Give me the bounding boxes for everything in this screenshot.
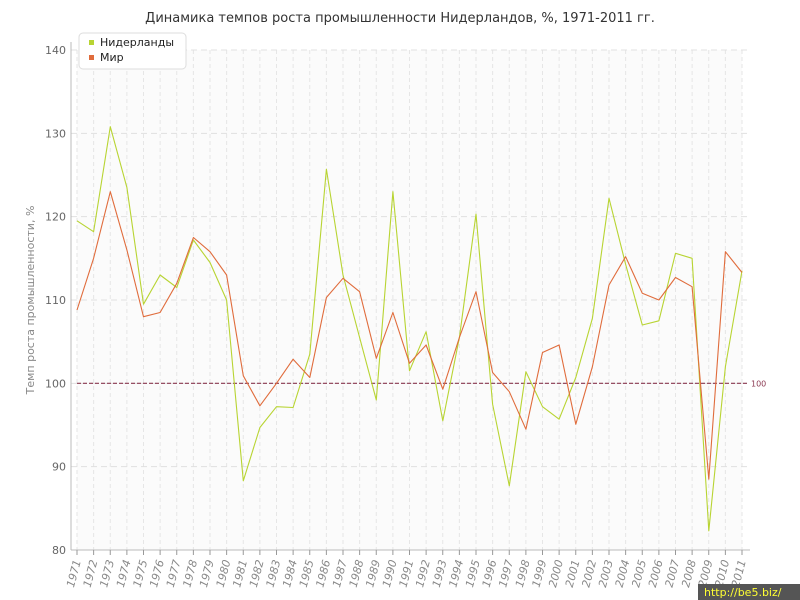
watermark-background [698, 584, 800, 600]
watermark: http://be5.biz/ [698, 584, 800, 600]
chart-title: Динамика темпов роста промышленности Нид… [145, 11, 655, 26]
legend-box [78, 32, 187, 70]
y-tick-label: 110 [45, 294, 66, 307]
legend: Нидерланды Мир [78, 32, 187, 70]
y-tick-label: 100 [45, 377, 66, 390]
y-axis-label: Темп роста промышленности, % [24, 206, 37, 396]
y-tick-label: 80 [52, 544, 66, 557]
reference-line-label: 100 [751, 379, 766, 388]
x-tick-labels: 1971197219731974197519761977197819791980… [64, 558, 749, 588]
legend-swatch [89, 55, 94, 60]
watermark-text: http://be5.biz/ [704, 586, 782, 599]
legend-entry: Нидерланды [100, 36, 174, 49]
series-lines [76, 126, 743, 532]
y-tick-labels: 80 90 100 110 120 130 140 [45, 44, 66, 557]
y-tick-label: 140 [45, 44, 66, 57]
axes [70, 42, 750, 555]
reference-line: 100 [77, 379, 766, 388]
legend-swatch [89, 40, 94, 45]
grid [71, 49, 750, 551]
y-tick-label: 90 [52, 461, 66, 474]
y-tick-label: 120 [45, 211, 66, 224]
series-line-1 [76, 191, 743, 480]
series-line-0 [76, 126, 743, 532]
y-tick-label: 130 [45, 127, 66, 140]
legend-entry: Мир [100, 51, 124, 64]
